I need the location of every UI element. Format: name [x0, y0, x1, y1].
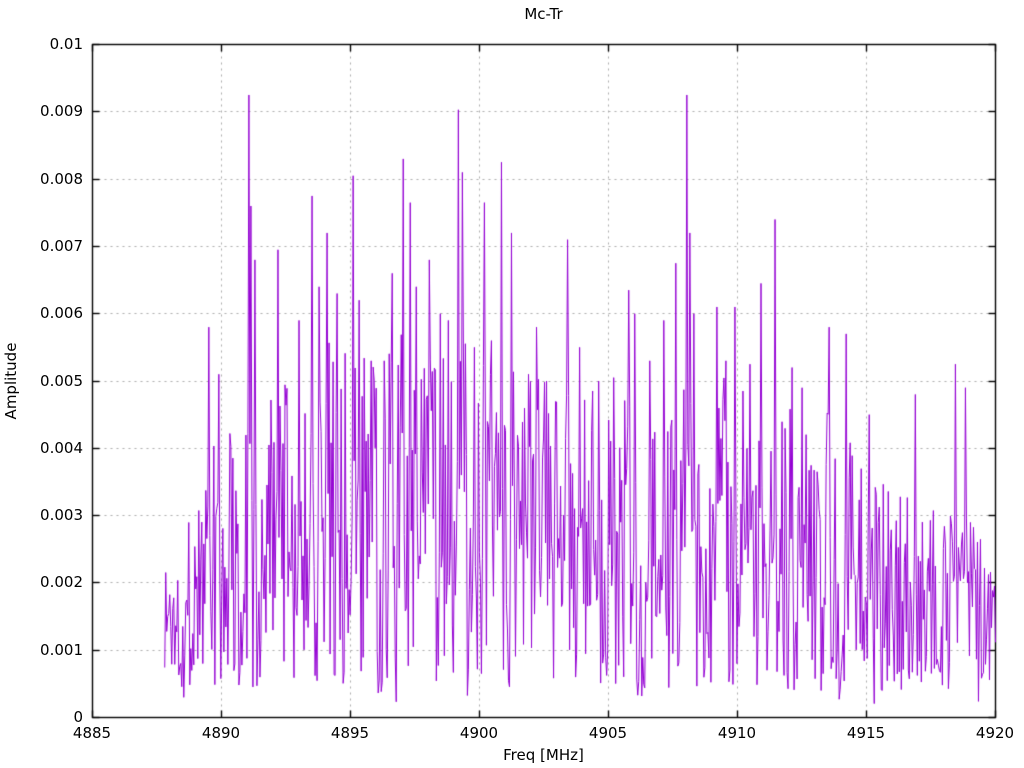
- y-tick-label: 0.01: [49, 35, 83, 53]
- x-tick-label: 4920: [975, 724, 1015, 742]
- y-tick-label: 0.008: [40, 169, 83, 188]
- y-tick-label: 0.007: [40, 236, 83, 255]
- x-tick-label: 4885: [72, 724, 112, 742]
- x-axis-label: Freq [MHz]: [503, 746, 584, 764]
- y-tick-label: 0.001: [40, 640, 83, 659]
- x-tick-label: 4910: [717, 724, 757, 742]
- y-axis-label: Amplitude: [2, 342, 20, 420]
- y-tick-label: 0.006: [40, 304, 83, 323]
- y-tick-label: 0.005: [40, 371, 83, 390]
- y-tick-label: 0.004: [40, 438, 83, 457]
- y-tick-label: 0.009: [40, 102, 83, 121]
- x-tick-label: 4895: [330, 724, 370, 742]
- y-tick-label: 0.002: [40, 573, 83, 592]
- chart-title: Mc-Tr: [524, 5, 563, 23]
- x-tick-label: 4890: [201, 724, 241, 742]
- x-tick-label: 4900: [459, 724, 499, 742]
- x-tick-label: 4915: [846, 724, 886, 742]
- y-tick-label: 0.003: [40, 506, 83, 525]
- y-tick-label: 0: [73, 708, 83, 726]
- x-tick-label: 4905: [588, 724, 628, 742]
